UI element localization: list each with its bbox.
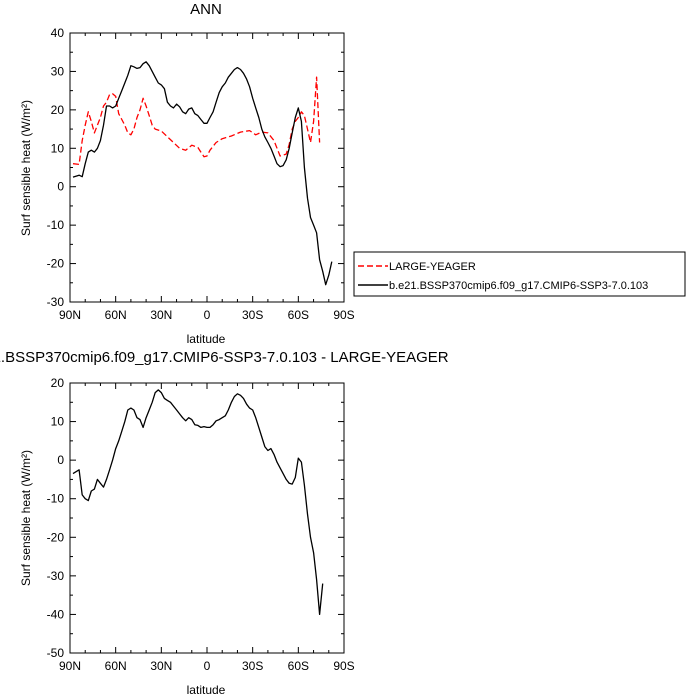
legend: LARGE-YEAGER b.e21.BSSP370cmip6.f09_g17.… [353, 251, 686, 297]
top-panel-ytick-label: -30 [47, 295, 65, 309]
legend-box [353, 251, 686, 297]
bottom-panel-series-line-0 [72, 389, 324, 616]
bottom-panel-ytick-label: -40 [47, 607, 65, 621]
bottom-panel-frame [69, 382, 345, 654]
top-panel-ytick-label: -10 [47, 218, 65, 232]
bottom-panel-ylabel: Surf sensible heat (W/m²) [19, 450, 33, 586]
top-panel-series-line-0 [72, 76, 321, 166]
bottom-panel-ytick-label: 10 [51, 415, 65, 429]
top-panel-ytick-label: 30 [51, 64, 65, 78]
bottom-panel-ytick-label: -20 [47, 530, 65, 544]
top-panel-xtick-label: 60N [105, 308, 127, 322]
top-panel-xtick-label: 90N [59, 308, 81, 322]
top-panel-xlabel: latitude [187, 332, 226, 346]
legend-label-ssp370: b.e21.BSSP370cmip6.f09_g17.CMIP6-SSP3-7.… [389, 280, 648, 292]
top-panel-xtick-label: 60S [288, 308, 309, 322]
top-panel-ytick-label: 40 [51, 26, 65, 40]
top-panel-title: ANN [190, 1, 222, 18]
bottom-panel-xtick-label: 0 [204, 659, 211, 673]
bottom-panel-xtick-label: 60S [288, 659, 309, 673]
top-panel-frame [69, 32, 345, 303]
top-panel-ytick-label: 10 [51, 141, 65, 155]
bottom-panel-xtick-label: 30S [242, 659, 263, 673]
top-panel: ANN latitude Surf sensible heat (W/m²) 9… [19, 1, 355, 346]
bottom-panel-xtick-label: 30N [150, 659, 172, 673]
bottom-panel-xtick-label: 90N [59, 659, 81, 673]
top-panel-ytick-label: -20 [47, 257, 65, 271]
top-panel-ylabel: Surf sensible heat (W/m²) [19, 100, 33, 236]
bottom-panel-ytick-label: 0 [57, 453, 64, 467]
top-panel-xtick-label: 30S [242, 308, 263, 322]
top-panel-xtick-label: 90S [333, 308, 354, 322]
top-panel-xtick-label: 0 [204, 308, 211, 322]
bottom-panel: b.e21.BSSP370cmip6.f09_g17.CMIP6-SSP3-7.… [0, 349, 449, 697]
bottom-panel-xtick-label: 60N [105, 659, 127, 673]
bottom-panel-xtick-label: 90S [333, 659, 354, 673]
legend-label-large-yeager: LARGE-YEAGER [389, 261, 476, 273]
top-panel-series-line-1 [72, 61, 333, 286]
top-panel-xtick-label: 30N [150, 308, 172, 322]
bottom-panel-ytick-label: -10 [47, 492, 65, 506]
top-panel-ytick-label: 20 [51, 103, 65, 117]
top-panel-ytick-label: 0 [57, 180, 64, 194]
bottom-panel-ytick-label: -50 [47, 646, 65, 660]
bottom-panel-xlabel: latitude [187, 683, 226, 697]
bottom-panel-title: b.e21.BSSP370cmip6.f09_g17.CMIP6-SSP3-7.… [0, 349, 449, 366]
bottom-panel-ytick-label: 20 [51, 376, 65, 390]
bottom-panel-ytick-label: -30 [47, 569, 65, 583]
